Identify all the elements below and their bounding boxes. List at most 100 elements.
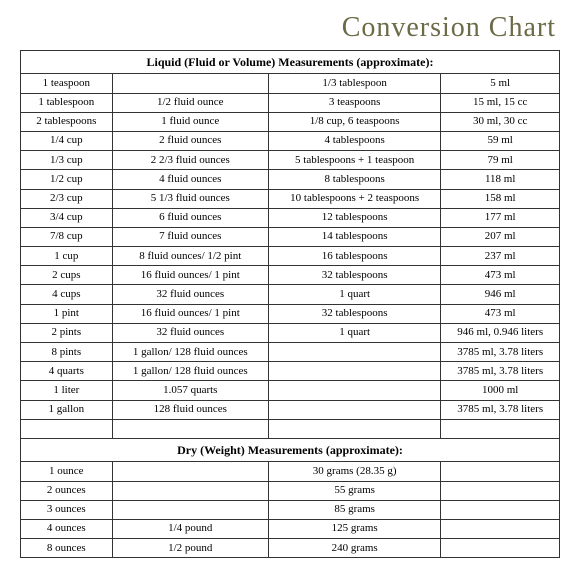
table-cell: 473 ml (441, 266, 560, 285)
table-row: 1/2 cup4 fluid ounces8 tablespoons118 ml (21, 170, 560, 189)
table-cell: 32 fluid ounces (112, 323, 268, 342)
table-cell: 2 fluid ounces (112, 131, 268, 150)
table-cell: 158 ml (441, 189, 560, 208)
dry-header: Dry (Weight) Measurements (approximate): (21, 438, 560, 461)
table-cell: 1/3 cup (21, 151, 113, 170)
table-cell: 16 fluid ounces/ 1 pint (112, 266, 268, 285)
table-cell: 4 tablespoons (268, 131, 440, 150)
table-cell: 1000 ml (441, 381, 560, 400)
table-cell: 2 cups (21, 266, 113, 285)
table-cell: 207 ml (441, 227, 560, 246)
table-cell (112, 462, 268, 481)
table-cell (441, 519, 560, 538)
table-cell (112, 500, 268, 519)
table-cell: 1 cup (21, 247, 113, 266)
table-cell: 237 ml (441, 247, 560, 266)
blank-row (21, 419, 560, 438)
table-cell: 2 ounces (21, 481, 113, 500)
table-row: 1 gallon128 fluid ounces 3785 ml, 3.78 li… (21, 400, 560, 419)
table-cell: 8 fluid ounces/ 1/2 pint (112, 247, 268, 266)
table-row: 7/8 cup7 fluid ounces14 tablespoons207 m… (21, 227, 560, 246)
table-cell (268, 400, 440, 419)
empty-cell (112, 419, 268, 438)
table-row: 1 teaspoon1/3 tablespoon5 ml (21, 74, 560, 93)
table-cell: 1 teaspoon (21, 74, 113, 93)
table-cell: 1 quart (268, 323, 440, 342)
table-cell: 2 tablespoons (21, 112, 113, 131)
table-row: 3 ounces85 grams (21, 500, 560, 519)
table-row: 4 cups32 fluid ounces1 quart946 ml (21, 285, 560, 304)
table-row: 1 liter1.057 quarts1000 ml (21, 381, 560, 400)
table-cell: 85 grams (268, 500, 440, 519)
table-row: 2 tablespoons1 fluid ounce1/8 cup, 6 tea… (21, 112, 560, 131)
table-cell: 4 fluid ounces (112, 170, 268, 189)
table-row: 1 tablespoon1/2 fluid ounce3 teaspoons15… (21, 93, 560, 112)
table-cell: 10 tablespoons + 2 teaspoons (268, 189, 440, 208)
table-cell: 32 fluid ounces (112, 285, 268, 304)
table-row: 1/4 cup2 fluid ounces4 tablespoons59 ml (21, 131, 560, 150)
table-row: 1 cup8 fluid ounces/ 1/2 pint16 tablespo… (21, 247, 560, 266)
table-cell: 128 fluid ounces (112, 400, 268, 419)
liquid-header: Liquid (Fluid or Volume) Measurements (a… (21, 51, 560, 74)
table-cell: 473 ml (441, 304, 560, 323)
table-cell: 32 tablespoons (268, 266, 440, 285)
table-cell: 4 ounces (21, 519, 113, 538)
table-cell: 8 tablespoons (268, 170, 440, 189)
table-cell (441, 500, 560, 519)
table-cell: 1 liter (21, 381, 113, 400)
table-cell: 240 grams (268, 539, 440, 558)
table-row: 8 ounces1/2 pound240 grams (21, 539, 560, 558)
liquid-header-cell: Liquid (Fluid or Volume) Measurements (a… (21, 51, 560, 74)
page-container: Conversion Chart Liquid (Fluid or Volume… (0, 0, 580, 580)
table-cell: 1/2 pound (112, 539, 268, 558)
table-cell: 3785 ml, 3.78 liters (441, 400, 560, 419)
table-cell: 3785 ml, 3.78 liters (441, 362, 560, 381)
table-row: 2 ounces 55 grams (21, 481, 560, 500)
table-cell: 1/2 cup (21, 170, 113, 189)
page-title: Conversion Chart (20, 12, 560, 44)
table-cell: 55 grams (268, 481, 440, 500)
table-cell: 1/3 tablespoon (268, 74, 440, 93)
table-row: 2 pints32 fluid ounces1 quart946 ml, 0.9… (21, 323, 560, 342)
table-row: 4 quarts1 gallon/ 128 fluid ounces 3785 m… (21, 362, 560, 381)
table-row: 4 ounces1/4 pound125 grams (21, 519, 560, 538)
table-cell: 6 fluid ounces (112, 208, 268, 227)
table-row: 2 cups16 fluid ounces/ 1 pint32 tablespo… (21, 266, 560, 285)
table-cell: 2 pints (21, 323, 113, 342)
table-cell: 4 quarts (21, 362, 113, 381)
table-cell: 1 ounce (21, 462, 113, 481)
table-cell: 5 tablespoons + 1 teaspoon (268, 151, 440, 170)
table-cell (112, 481, 268, 500)
table-cell: 79 ml (441, 151, 560, 170)
table-row: 1/3 cup2 2/3 fluid ounces5 tablespoons +… (21, 151, 560, 170)
table-cell: 1/8 cup, 6 teaspoons (268, 112, 440, 131)
table-cell: 1/2 fluid ounce (112, 93, 268, 112)
dry-header-cell: Dry (Weight) Measurements (approximate): (21, 438, 560, 461)
table-cell: 5 1/3 fluid ounces (112, 189, 268, 208)
table-cell: 59 ml (441, 131, 560, 150)
table-cell: 8 pints (21, 343, 113, 362)
table-cell: 1 gallon/ 128 fluid ounces (112, 362, 268, 381)
table-cell (441, 539, 560, 558)
table-cell: 8 ounces (21, 539, 113, 558)
table-cell: 3785 ml, 3.78 liters (441, 343, 560, 362)
table-cell: 1 pint (21, 304, 113, 323)
table-cell: 946 ml, 0.946 liters (441, 323, 560, 342)
table-cell: 32 tablespoons (268, 304, 440, 323)
table-cell: 16 fluid ounces/ 1 pint (112, 304, 268, 323)
table-cell: 16 tablespoons (268, 247, 440, 266)
table-cell: 1 gallon (21, 400, 113, 419)
table-cell: 7 fluid ounces (112, 227, 268, 246)
table-cell (441, 462, 560, 481)
table-row: 2/3 cup5 1/3 fluid ounces10 tablespoons … (21, 189, 560, 208)
table-cell: 177 ml (441, 208, 560, 227)
table-cell: 15 ml, 15 cc (441, 93, 560, 112)
empty-cell (21, 419, 113, 438)
table-cell: 3 teaspoons (268, 93, 440, 112)
table-cell (268, 343, 440, 362)
table-cell: 946 ml (441, 285, 560, 304)
table-cell: 1 fluid ounce (112, 112, 268, 131)
table-cell: 14 tablespoons (268, 227, 440, 246)
table-cell: 3/4 cup (21, 208, 113, 227)
table-cell: 7/8 cup (21, 227, 113, 246)
